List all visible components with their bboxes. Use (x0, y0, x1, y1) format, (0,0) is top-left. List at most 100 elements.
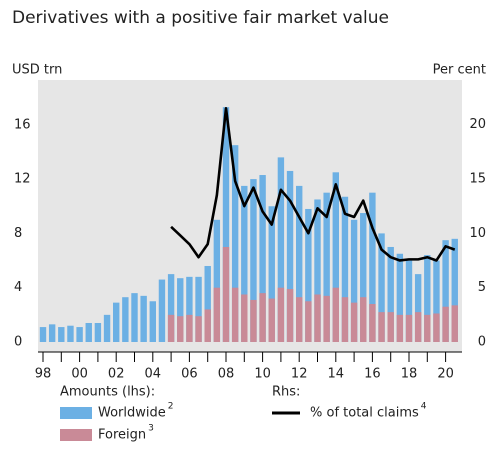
x-tick-label: 06 (181, 367, 198, 382)
bar (195, 316, 202, 342)
bar (433, 313, 440, 342)
bar (222, 246, 230, 342)
bar (222, 107, 230, 342)
bar (396, 314, 404, 342)
x-tick-label: 04 (145, 367, 162, 382)
y2-tick-label: 20 (469, 117, 486, 132)
bar (48, 324, 56, 342)
bar (414, 274, 422, 342)
bar (250, 179, 257, 342)
bar (442, 306, 449, 342)
x-tick-label: 10 (254, 367, 271, 382)
legend-note: 4 (421, 402, 427, 412)
bar (286, 289, 294, 342)
bar (85, 322, 92, 342)
bar (58, 327, 65, 342)
y-tick-label: 12 (14, 172, 31, 187)
bar (186, 314, 193, 342)
y-tick-label: 4 (14, 280, 22, 295)
bar (103, 314, 111, 342)
y-tick-label: 0 (14, 335, 22, 350)
bar (314, 294, 321, 342)
x-tick-label: 08 (218, 367, 235, 382)
bar (378, 233, 385, 342)
bar (204, 309, 211, 342)
bar (369, 303, 376, 342)
x-tick-label: 02 (108, 367, 125, 382)
y-tick-label: 16 (14, 117, 31, 132)
x-tick-label: 14 (328, 367, 345, 382)
bar (177, 316, 184, 342)
y2-axis-label: Per cent (433, 63, 486, 78)
bar (305, 208, 312, 342)
bar (259, 293, 266, 342)
legend-group: Amounts (lhs): (60, 385, 155, 400)
bar (277, 287, 285, 342)
bar (387, 246, 394, 342)
bar (296, 185, 303, 342)
bar (286, 170, 294, 342)
bar (213, 219, 221, 342)
bar (213, 287, 221, 342)
bar (341, 196, 349, 342)
bar (451, 238, 458, 342)
bar (167, 274, 175, 342)
bar (360, 297, 367, 342)
bar (350, 219, 358, 342)
bar (259, 175, 266, 342)
bar (442, 240, 449, 342)
bar (149, 301, 156, 342)
bar (241, 185, 248, 342)
y2-tick-label: 5 (478, 280, 486, 295)
bar (241, 294, 248, 342)
bar (323, 192, 330, 342)
x-tick-label: 20 (437, 367, 454, 382)
x-tick-label: 98 (35, 367, 52, 382)
y2-tick-label: 10 (469, 226, 486, 241)
y-axis-label: USD trn (12, 63, 62, 78)
bar (140, 295, 147, 342)
x-tick-label: 12 (291, 367, 308, 382)
legend-group: Rhs: (272, 385, 300, 400)
y2-tick-label: 0 (478, 335, 486, 350)
bar (296, 297, 303, 342)
bar (405, 260, 413, 342)
bar (378, 312, 385, 342)
bar (113, 302, 120, 342)
legend-swatch (60, 429, 92, 441)
legend-label: % of total claims (310, 406, 419, 421)
bar (314, 199, 321, 342)
bar (131, 293, 138, 342)
bar (250, 299, 257, 342)
bar (177, 278, 184, 342)
y-tick-label: 8 (14, 226, 22, 241)
bar (360, 213, 367, 342)
x-tick-label: 00 (71, 367, 88, 382)
bar (195, 276, 202, 342)
bar (323, 295, 330, 342)
legend-swatch (60, 407, 92, 419)
bar (332, 172, 339, 342)
bar (369, 192, 376, 342)
bar (268, 298, 275, 342)
legend-note: 3 (148, 424, 154, 434)
bar (186, 276, 193, 342)
chart-title: Derivatives with a positive fair market … (12, 8, 389, 28)
bar (67, 325, 74, 342)
y2-tick-label: 15 (469, 171, 486, 186)
bar (332, 287, 339, 342)
bar (204, 265, 211, 342)
bar (39, 327, 47, 342)
bar (433, 260, 440, 342)
bar (451, 305, 458, 342)
bar (167, 314, 175, 342)
bar (350, 302, 358, 342)
bar (158, 279, 166, 342)
legend-note: 2 (168, 402, 174, 412)
bar (76, 327, 83, 342)
bar (387, 312, 394, 342)
bar (231, 145, 239, 342)
bar (341, 297, 349, 342)
line (170, 106, 456, 262)
